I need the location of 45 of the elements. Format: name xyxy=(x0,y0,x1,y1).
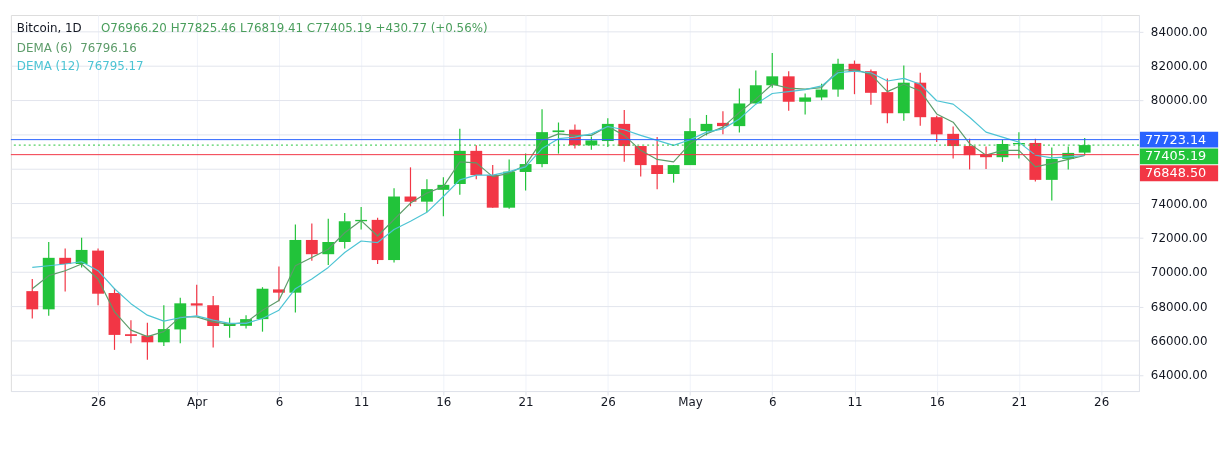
y-tick-label: 66000.00 xyxy=(1150,333,1208,348)
candlestick xyxy=(190,284,203,317)
x-tick-label: 26 xyxy=(600,395,616,410)
y-tick-label: 80000.00 xyxy=(1150,93,1208,108)
y-tick-label: 84000.00 xyxy=(1150,24,1208,39)
text: DEMA (12) xyxy=(16,59,80,74)
x-tick-label: 26 xyxy=(91,395,107,410)
x-tick-label: May xyxy=(678,395,703,410)
y-tick-label: 74000.00 xyxy=(1150,196,1208,211)
candlestick xyxy=(305,222,318,262)
x-tick-label: 6 xyxy=(275,395,284,410)
x-tick-label: Apr xyxy=(186,395,208,410)
candlestick xyxy=(881,77,894,124)
candlestick xyxy=(421,178,433,213)
x-tick-label: 11 xyxy=(847,395,863,410)
y-tick-label: 70000.00 xyxy=(1150,265,1208,280)
annotation: 76796.16 xyxy=(80,40,137,55)
candlestick xyxy=(799,92,812,116)
x-tick-label: 26 xyxy=(1094,395,1110,410)
x-tick-label: 11 xyxy=(354,395,370,410)
ref-line-label: 77723.14 xyxy=(1144,131,1207,147)
x-tick-label: 16 xyxy=(929,395,945,410)
candlestick xyxy=(338,212,351,250)
ref-line-label: 77405.19 xyxy=(1144,148,1207,164)
candlestick xyxy=(930,115,943,143)
x-tick-label: 16 xyxy=(436,395,452,410)
annotation: 76795.17 xyxy=(87,59,144,74)
candlestick xyxy=(273,265,285,302)
candlestick xyxy=(1045,146,1058,202)
y-tick-label: 82000.00 xyxy=(1150,59,1208,74)
text: Bitcoin, 1D xyxy=(16,20,82,35)
y-tick-label: 68000.00 xyxy=(1150,299,1208,314)
y-tick-label: 64000.00 xyxy=(1150,368,1208,383)
candlestick xyxy=(26,278,39,320)
x-tick-label: 21 xyxy=(518,395,534,410)
text: DEMA (6) xyxy=(16,40,73,55)
candlestick xyxy=(125,319,137,344)
candlestick xyxy=(157,304,170,347)
x-tick-label: 6 xyxy=(768,395,777,410)
ref-line-label: 76848.50 xyxy=(1144,165,1207,181)
candlestick xyxy=(75,237,88,269)
x-tick-label: 21 xyxy=(1011,395,1027,410)
y-tick-label: 72000.00 xyxy=(1150,230,1208,245)
candlestick xyxy=(766,52,779,89)
text: O76966.20 H77825.46 L76819.41 C77405.19 +430.77 (+0.56%) xyxy=(100,20,488,35)
